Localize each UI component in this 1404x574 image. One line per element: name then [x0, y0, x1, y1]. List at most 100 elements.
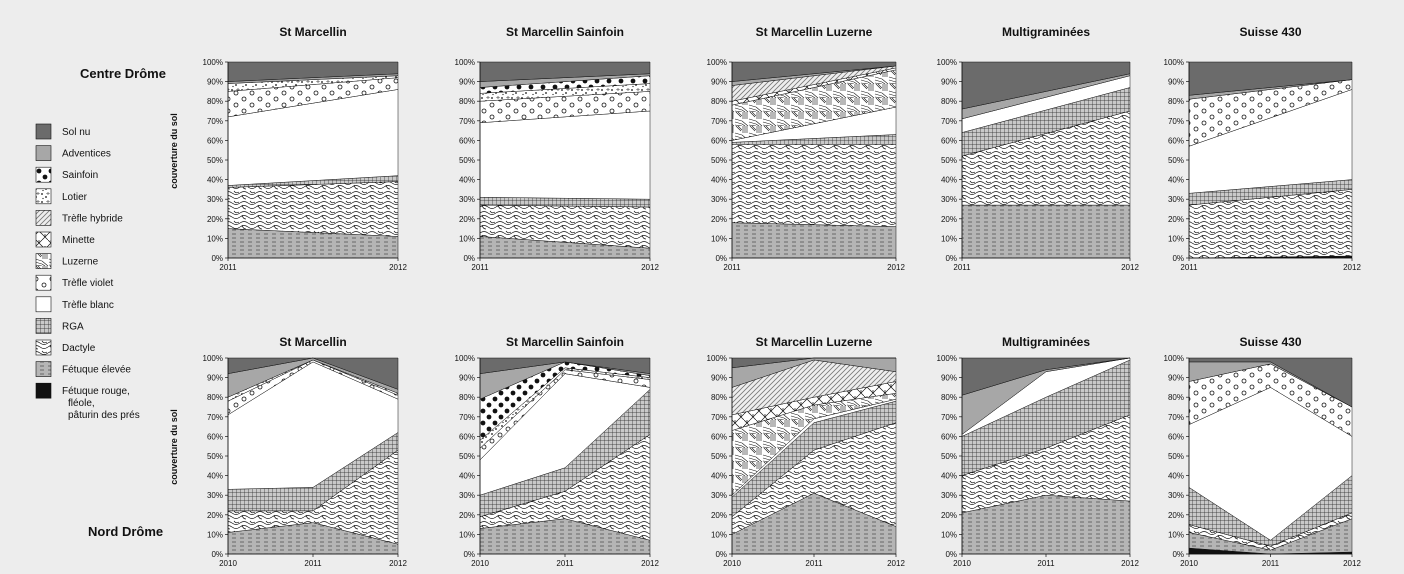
y-tick-label: 90%	[1168, 374, 1184, 383]
y-tick-label: 40%	[711, 472, 727, 481]
chart-title: Multigraminées	[1002, 25, 1090, 39]
y-tick-label: 90%	[207, 374, 223, 383]
y-tick-label: 70%	[941, 117, 957, 126]
legend-swatch	[35, 145, 52, 161]
area-dactyle	[731, 144, 897, 227]
y-tick-label: 30%	[941, 491, 957, 500]
y-tick-label: 50%	[1168, 156, 1184, 165]
y-tick-label: 90%	[459, 78, 475, 87]
y-tick-label: 40%	[941, 176, 957, 185]
y-tick-label: 0%	[211, 550, 223, 559]
legend-item-adventices: Adventices	[35, 145, 111, 161]
legend-swatch	[35, 166, 52, 183]
y-tick-label: 50%	[459, 452, 475, 461]
y-tick-label: 80%	[711, 393, 727, 402]
y-tick-label: 100%	[937, 354, 957, 363]
legend-label: Trèfle blanc	[62, 300, 114, 311]
y-tick-label: 90%	[941, 78, 957, 87]
legend-swatch	[35, 274, 52, 291]
y-tick-label: 50%	[1168, 452, 1184, 461]
chart-title: St Marcellin	[279, 335, 346, 349]
y-tick-label: 30%	[941, 195, 957, 204]
y-tick-label: 20%	[941, 511, 957, 520]
y-tick-label: 80%	[1168, 97, 1184, 106]
y-tick-label: 20%	[711, 215, 727, 224]
y-tick-label: 30%	[1168, 195, 1184, 204]
y-tick-label: 80%	[941, 97, 957, 106]
y-tick-label: 10%	[207, 530, 223, 539]
y-tick-label: 30%	[459, 195, 475, 204]
y-tick-label: 60%	[459, 136, 475, 145]
y-tick-label: 60%	[1168, 136, 1184, 145]
legend-swatch	[35, 210, 52, 226]
legend-label: Fétuque élevée	[62, 365, 131, 376]
x-tick-label: 2011	[219, 263, 237, 272]
y-tick-label: 40%	[207, 176, 223, 185]
legend-swatch	[35, 188, 52, 205]
x-tick-label: 2012	[389, 559, 407, 568]
legend-swatch	[35, 318, 52, 334]
x-tick-label: 2010	[219, 559, 237, 568]
x-tick-label: 2011	[556, 559, 574, 568]
y-tick-label: 70%	[459, 413, 475, 422]
y-tick-label: 80%	[459, 97, 475, 106]
chart-title: St Marcellin Sainfoin	[506, 335, 624, 349]
legend-item-rga: RGA	[35, 318, 84, 334]
chart-title: St Marcellin Sainfoin	[506, 25, 624, 39]
x-tick-label: 2010	[953, 559, 971, 568]
y-tick-label: 0%	[211, 254, 223, 263]
y-tick-label: 50%	[711, 156, 727, 165]
x-tick-label: 2012	[1343, 559, 1361, 568]
y-tick-label: 60%	[711, 432, 727, 441]
legend-label: Sainfoin	[62, 170, 98, 181]
area-fetuque-elevee	[731, 222, 897, 259]
y-tick-label: 100%	[707, 58, 727, 67]
y-tick-label: 40%	[1168, 176, 1184, 185]
y-tick-label: 70%	[207, 413, 223, 422]
legend-item-trefle-violet: Trèfle violet	[35, 274, 114, 291]
y-tick-label: 60%	[711, 136, 727, 145]
legend: Sol nu Adventices Sainfoin Lotier Trèfle hyb…	[35, 123, 140, 421]
y-tick-label: 60%	[941, 136, 957, 145]
x-tick-label: 2012	[641, 263, 659, 272]
y-tick-label: 90%	[711, 374, 727, 383]
legend-label: Sol nu	[62, 127, 90, 138]
y-tick-label: 80%	[207, 97, 223, 106]
y-tick-label: 90%	[1168, 78, 1184, 87]
x-tick-label: 2012	[1121, 263, 1139, 272]
y-tick-label: 100%	[455, 58, 475, 67]
y-tick-label: 10%	[941, 530, 957, 539]
legend-label: Lotier	[62, 192, 88, 203]
x-tick-label: 2011	[304, 559, 322, 568]
legend-label: RGA	[62, 321, 84, 332]
y-tick-label: 50%	[459, 156, 475, 165]
y-tick-label: 20%	[207, 511, 223, 520]
legend-item-minette: Minette	[35, 231, 95, 248]
x-tick-label: 2012	[389, 263, 407, 272]
y-tick-label: 40%	[207, 472, 223, 481]
y-tick-label: 60%	[207, 432, 223, 441]
legend-label: Trèfle hybride	[62, 213, 123, 224]
area-dactyle	[227, 181, 399, 237]
y-tick-label: 10%	[459, 234, 475, 243]
x-tick-label: 2010	[471, 559, 489, 568]
legend-item-fetuque-rouge: Fétuque rouge, fléole, pâturin des prés	[35, 382, 140, 421]
y-tick-label: 10%	[1168, 234, 1184, 243]
legend-label: Luzerne	[62, 257, 99, 268]
y-tick-label: 100%	[937, 58, 957, 67]
y-tick-label: 90%	[207, 78, 223, 87]
y-tick-label: 100%	[1164, 354, 1184, 363]
charts: Centre Drôme Nord Drôme couverture du sol c…	[80, 25, 1361, 568]
y-tick-label: 0%	[715, 550, 727, 559]
y-tick-label: 0%	[463, 550, 475, 559]
y-tick-label: 60%	[207, 136, 223, 145]
legend-item-trefle-hybride: Trèfle hybride	[35, 210, 123, 226]
legend-swatch	[35, 361, 52, 377]
legend-label: Adventices	[62, 149, 111, 160]
x-tick-label: 2011	[471, 263, 489, 272]
legend-item-sainfoin: Sainfoin	[35, 166, 98, 183]
x-tick-label: 2012	[887, 559, 905, 568]
legend-label: Dactyle	[62, 343, 96, 354]
y-tick-label: 100%	[455, 354, 475, 363]
chart-title: Multigraminées	[1002, 335, 1090, 349]
